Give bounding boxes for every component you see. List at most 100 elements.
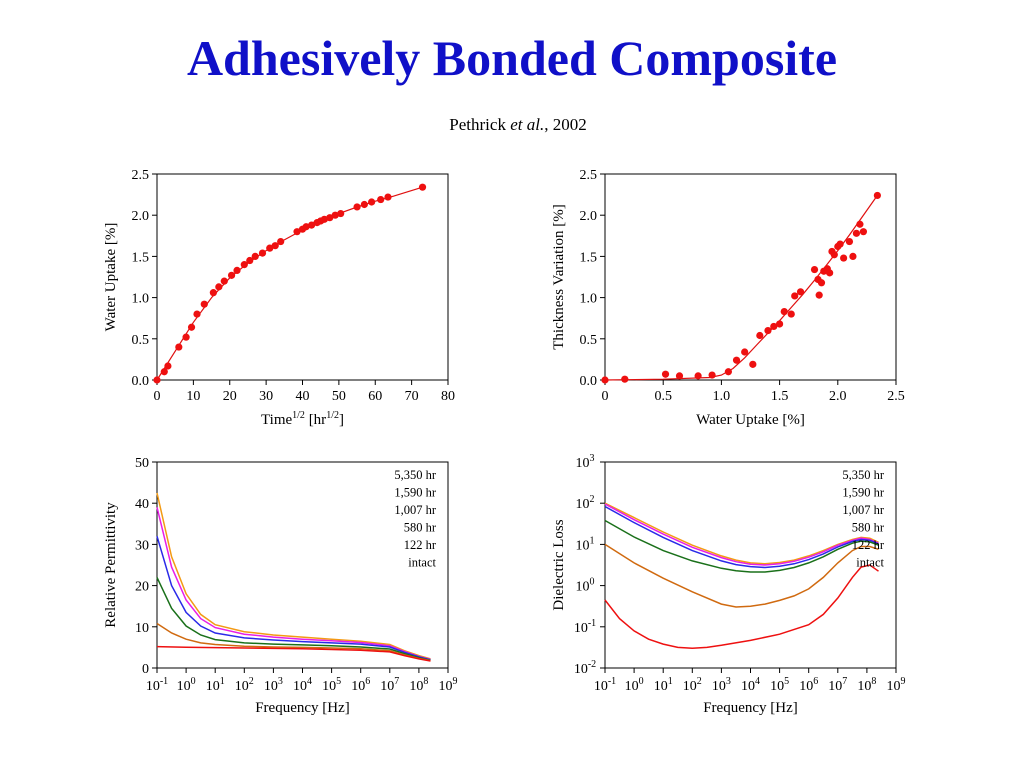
data-point bbox=[749, 360, 757, 368]
x-tick-label: 10 bbox=[186, 389, 200, 404]
legend-entry: 5,350 hr bbox=[842, 468, 885, 482]
legend-entry: 1,007 hr bbox=[842, 503, 885, 517]
chart-2: 0 0.5 1.0 1.5 2.0 2.5 0.0 0.5 1.0 1.5 2.0 2.5 Water … bbox=[551, 168, 905, 428]
data-point bbox=[307, 221, 316, 229]
data-point bbox=[810, 265, 819, 274]
data-point bbox=[331, 211, 339, 219]
data-point bbox=[153, 376, 161, 384]
data-point bbox=[227, 271, 236, 279]
y-tick-label: 10-2 bbox=[574, 659, 596, 677]
data-point bbox=[856, 220, 864, 228]
data-point bbox=[830, 251, 838, 259]
x-tick-label: 1.5 bbox=[771, 389, 789, 404]
data-point bbox=[776, 320, 784, 328]
data-point bbox=[770, 322, 778, 331]
x-tick-label: 100 bbox=[177, 676, 196, 694]
data-point bbox=[182, 333, 190, 341]
data-point bbox=[200, 300, 208, 308]
x-tick-label: 0 bbox=[154, 389, 161, 404]
x-tick-label: 10-1 bbox=[594, 676, 616, 694]
x-tick-label: 0.5 bbox=[654, 389, 672, 404]
x-tick-label: 108 bbox=[409, 676, 428, 694]
y-tick-label: 101 bbox=[576, 535, 595, 553]
data-point bbox=[787, 310, 795, 318]
data-point bbox=[266, 244, 274, 252]
x-axis-label: Time1/2 [hr1/2] bbox=[261, 410, 344, 428]
y-tick-label: 20 bbox=[135, 580, 149, 595]
y-tick-label: 2.5 bbox=[132, 168, 150, 183]
y-tick-label: 10-1 bbox=[574, 618, 596, 636]
x-tick-label: 106 bbox=[799, 676, 818, 694]
x-tick-label: 2.5 bbox=[887, 389, 905, 404]
x-tick-label: 30 bbox=[259, 389, 273, 404]
x-tick-label: 20 bbox=[223, 389, 237, 404]
series-line bbox=[156, 535, 431, 661]
x-tick-label: 80 bbox=[441, 389, 455, 404]
data-point bbox=[368, 198, 376, 206]
x-tick-label: 103 bbox=[712, 676, 731, 694]
chart-3: 10-1 100 101 102 103 104 105 106 107 108 109 0 10 20 3… bbox=[103, 456, 458, 716]
series-line bbox=[156, 622, 431, 662]
x-tick-label: 60 bbox=[368, 389, 382, 404]
data-point bbox=[326, 214, 334, 222]
y-tick-label: 30 bbox=[135, 538, 149, 553]
legend-entry: 122 hr bbox=[404, 538, 437, 552]
x-tick-label: 102 bbox=[683, 676, 702, 694]
x-tick-label: 101 bbox=[206, 676, 225, 694]
citation-author: Pethrick bbox=[449, 115, 506, 134]
x-axis-label: Water Uptake [%] bbox=[696, 412, 805, 428]
data-point bbox=[601, 376, 609, 384]
y-axis-label: Dielectric Loss bbox=[551, 519, 567, 610]
data-point bbox=[258, 249, 267, 257]
x-tick-label: 106 bbox=[351, 676, 370, 694]
x-tick-label: 109 bbox=[887, 676, 906, 694]
y-tick-label: 2.0 bbox=[580, 209, 598, 224]
data-point bbox=[377, 195, 385, 204]
series-line bbox=[604, 503, 879, 566]
legend-entry: intact bbox=[408, 556, 436, 570]
data-point bbox=[741, 348, 749, 356]
y-tick-label: 1.0 bbox=[580, 292, 598, 307]
data-point bbox=[277, 237, 285, 246]
x-tick-label: 108 bbox=[857, 676, 876, 694]
series-line bbox=[604, 543, 879, 608]
y-tick-label: 2.5 bbox=[580, 168, 598, 183]
data-point bbox=[845, 237, 854, 246]
y-tick-label: 10 bbox=[135, 621, 149, 636]
x-tick-label: 107 bbox=[380, 676, 399, 694]
data-point bbox=[852, 229, 861, 237]
x-tick-label: 50 bbox=[332, 389, 346, 404]
x-tick-label: 40 bbox=[296, 389, 310, 404]
y-tick-label: 103 bbox=[576, 453, 595, 471]
data-point bbox=[220, 277, 228, 285]
data-point bbox=[815, 291, 823, 299]
data-point bbox=[251, 252, 259, 260]
y-tick-label: 50 bbox=[135, 456, 149, 471]
series-line bbox=[156, 645, 431, 662]
series-line bbox=[156, 507, 431, 661]
data-point bbox=[160, 368, 168, 376]
data-point bbox=[756, 331, 764, 340]
x-tick-label: 100 bbox=[625, 676, 644, 694]
data-point bbox=[337, 209, 345, 218]
legend-entry: 580 hr bbox=[404, 521, 437, 535]
data-point bbox=[293, 228, 301, 236]
data-point bbox=[796, 288, 805, 296]
data-point bbox=[836, 240, 844, 248]
data-point bbox=[840, 254, 848, 262]
fit-curve bbox=[156, 186, 423, 381]
x-tick-label: 104 bbox=[741, 676, 760, 694]
data-point bbox=[675, 372, 684, 380]
x-tick-label: 105 bbox=[322, 676, 341, 694]
data-point bbox=[246, 256, 254, 265]
x-tick-label: 2.0 bbox=[829, 389, 847, 404]
y-tick-label: 0.5 bbox=[132, 333, 150, 348]
slide-title: Adhesively Bonded Composite bbox=[186, 30, 838, 86]
series-line bbox=[604, 519, 879, 573]
data-point bbox=[187, 323, 196, 331]
data-point bbox=[724, 368, 732, 376]
x-tick-label: 109 bbox=[439, 676, 458, 694]
x-tick-label: 10-1 bbox=[146, 676, 168, 694]
data-point bbox=[708, 371, 716, 379]
legend-entry: 1,590 hr bbox=[842, 486, 885, 500]
